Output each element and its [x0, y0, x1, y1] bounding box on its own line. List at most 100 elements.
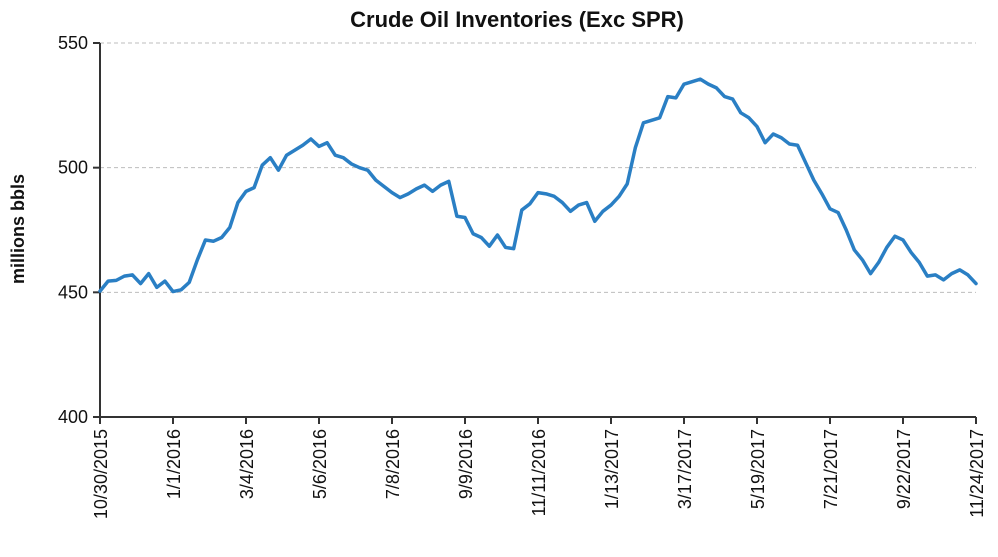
data-point: [407, 192, 410, 196]
data-point: [707, 82, 710, 86]
data-point: [755, 125, 759, 128]
data-point: [309, 137, 313, 141]
data-point: [828, 207, 832, 211]
x-tick-label: 11/24/2017: [967, 429, 987, 518]
data-point: [317, 145, 321, 148]
data-point: [342, 156, 345, 159]
data-point: [139, 282, 142, 285]
data-point: [926, 274, 929, 278]
data-point: [244, 190, 248, 193]
data-point: [261, 163, 264, 167]
data-point: [601, 210, 605, 213]
data-point: [569, 210, 572, 213]
data-point: [131, 273, 134, 277]
data-point: [415, 187, 418, 191]
data-point: [447, 180, 450, 183]
data-point: [358, 166, 361, 169]
y-tick-label: 400: [58, 407, 88, 427]
data-point: [350, 162, 353, 166]
x-tick-label: 7/8/2016: [383, 429, 403, 499]
x-tick-label: 7/21/2017: [821, 429, 841, 509]
data-point: [334, 154, 337, 157]
data-point: [374, 178, 377, 182]
data-point: [123, 274, 126, 278]
data-point: [471, 232, 475, 235]
data-point: [958, 268, 961, 272]
data-point: [285, 154, 288, 157]
data-point: [488, 245, 491, 248]
y-tick-label: 550: [58, 33, 88, 53]
data-point: [934, 273, 937, 277]
data-point: [950, 272, 953, 275]
data-point: [277, 168, 280, 172]
data-point: [463, 216, 467, 219]
data-point: [236, 201, 240, 204]
data-point: [731, 97, 734, 101]
data-point: [690, 80, 694, 83]
data-point: [715, 86, 718, 90]
data-point: [382, 185, 386, 188]
data-point: [423, 183, 426, 187]
data-point: [179, 288, 183, 292]
data-point: [901, 238, 905, 242]
data-point: [106, 279, 110, 283]
data-point: [155, 286, 158, 289]
data-point: [293, 149, 296, 152]
x-tick-label: 5/6/2016: [310, 429, 330, 499]
data-point: [204, 238, 207, 242]
data-point: [739, 111, 742, 115]
data-point: [512, 247, 515, 250]
data-point: [909, 251, 913, 254]
x-tick-label: 1/13/2017: [602, 429, 622, 509]
data-point: [658, 116, 661, 120]
data-point: [763, 141, 767, 144]
x-tick-label: 5/19/2017: [748, 429, 768, 509]
data-point: [325, 141, 329, 144]
x-tick-label: 3/17/2017: [675, 429, 695, 509]
data-point: [966, 273, 970, 277]
data-point: [609, 203, 613, 207]
data-point: [780, 136, 783, 139]
x-tick-label: 10/30/2015: [91, 429, 111, 519]
chart-title: Crude Oil Inventories (Exc SPR): [350, 7, 684, 32]
data-point: [520, 208, 523, 212]
x-tick-labels: 10/30/2015 1/1/2016 3/4/2016 5/6/2016 7/8/20…: [91, 429, 987, 519]
y-axis-label: millions bbls: [8, 174, 28, 284]
data-point: [528, 202, 532, 206]
data-point: [812, 178, 815, 182]
data-point: [480, 236, 483, 239]
data-point: [544, 192, 548, 196]
data-point: [220, 236, 223, 239]
data-point: [747, 116, 751, 120]
y-tick-label: 450: [58, 282, 88, 302]
data-point: [626, 182, 629, 186]
grid-layer: [100, 42, 976, 293]
data-point: [398, 196, 402, 199]
data-point: [942, 278, 945, 282]
data-point: [804, 161, 807, 164]
data-point: [634, 146, 637, 149]
x-tick-label: 11/11/2016: [529, 429, 549, 516]
data-point: [836, 211, 840, 214]
data-point: [893, 235, 897, 238]
data-point: [650, 119, 653, 122]
data-point: [98, 289, 102, 293]
data-point: [666, 95, 669, 98]
x-tick-label: 9/9/2016: [456, 429, 476, 499]
data-point: [845, 228, 848, 232]
x-tick-label: 9/22/2017: [894, 429, 914, 509]
data-point: [212, 240, 215, 243]
y-tick-label: 500: [58, 158, 88, 178]
data-point: [171, 290, 175, 293]
y-tick-labels: 400 450 500 550: [58, 33, 88, 427]
series-layer: [98, 77, 978, 294]
data-point: [228, 226, 231, 229]
data-point: [301, 144, 304, 147]
data-point: [188, 281, 191, 284]
data-point: [504, 246, 507, 249]
series-line: [98, 77, 978, 294]
data-point: [147, 272, 150, 275]
data-point: [772, 132, 775, 136]
data-point: [366, 168, 369, 172]
